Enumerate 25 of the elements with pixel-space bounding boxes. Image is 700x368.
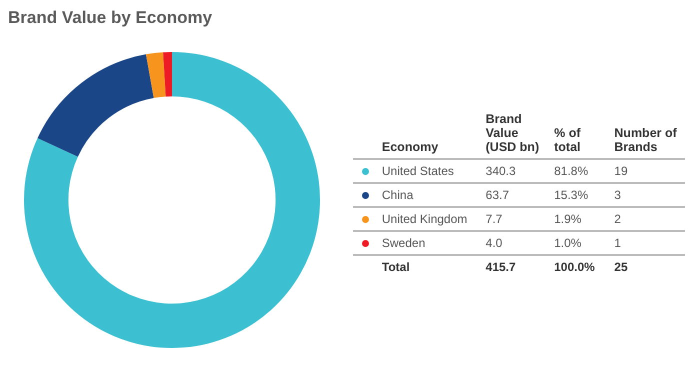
- data-label: 4.0: [484, 235, 504, 252]
- data-label: 340.3: [484, 163, 517, 180]
- text: 19: [613, 163, 629, 180]
- text: 3: [613, 187, 622, 204]
- text: Total: [382, 260, 410, 274]
- legend-label: Sweden: [380, 235, 426, 252]
- text: % of total: [553, 125, 582, 156]
- legend-label: United Kingdom: [380, 211, 468, 228]
- text: Number of Brands: [613, 125, 678, 156]
- text: 2: [613, 211, 622, 228]
- slice-label: Brand Value (USD bn): [484, 111, 540, 156]
- legend-label: United States: [380, 163, 455, 180]
- text: 1: [613, 235, 622, 252]
- data-label: 7.7: [484, 211, 504, 228]
- text: 25: [614, 260, 628, 274]
- text: 415.7: [486, 260, 516, 274]
- text: 81.8%: [553, 163, 590, 180]
- legend-label: China: [380, 187, 414, 204]
- text: 1.0%: [553, 235, 582, 252]
- text: 100.0%: [554, 260, 595, 274]
- text: 15.3%: [553, 187, 590, 204]
- text: 1.9%: [553, 211, 582, 228]
- legend-title: Economy: [380, 139, 440, 156]
- data-label: 63.7: [484, 187, 510, 204]
- chart-title: Brand Value by Economy: [8, 8, 212, 28]
